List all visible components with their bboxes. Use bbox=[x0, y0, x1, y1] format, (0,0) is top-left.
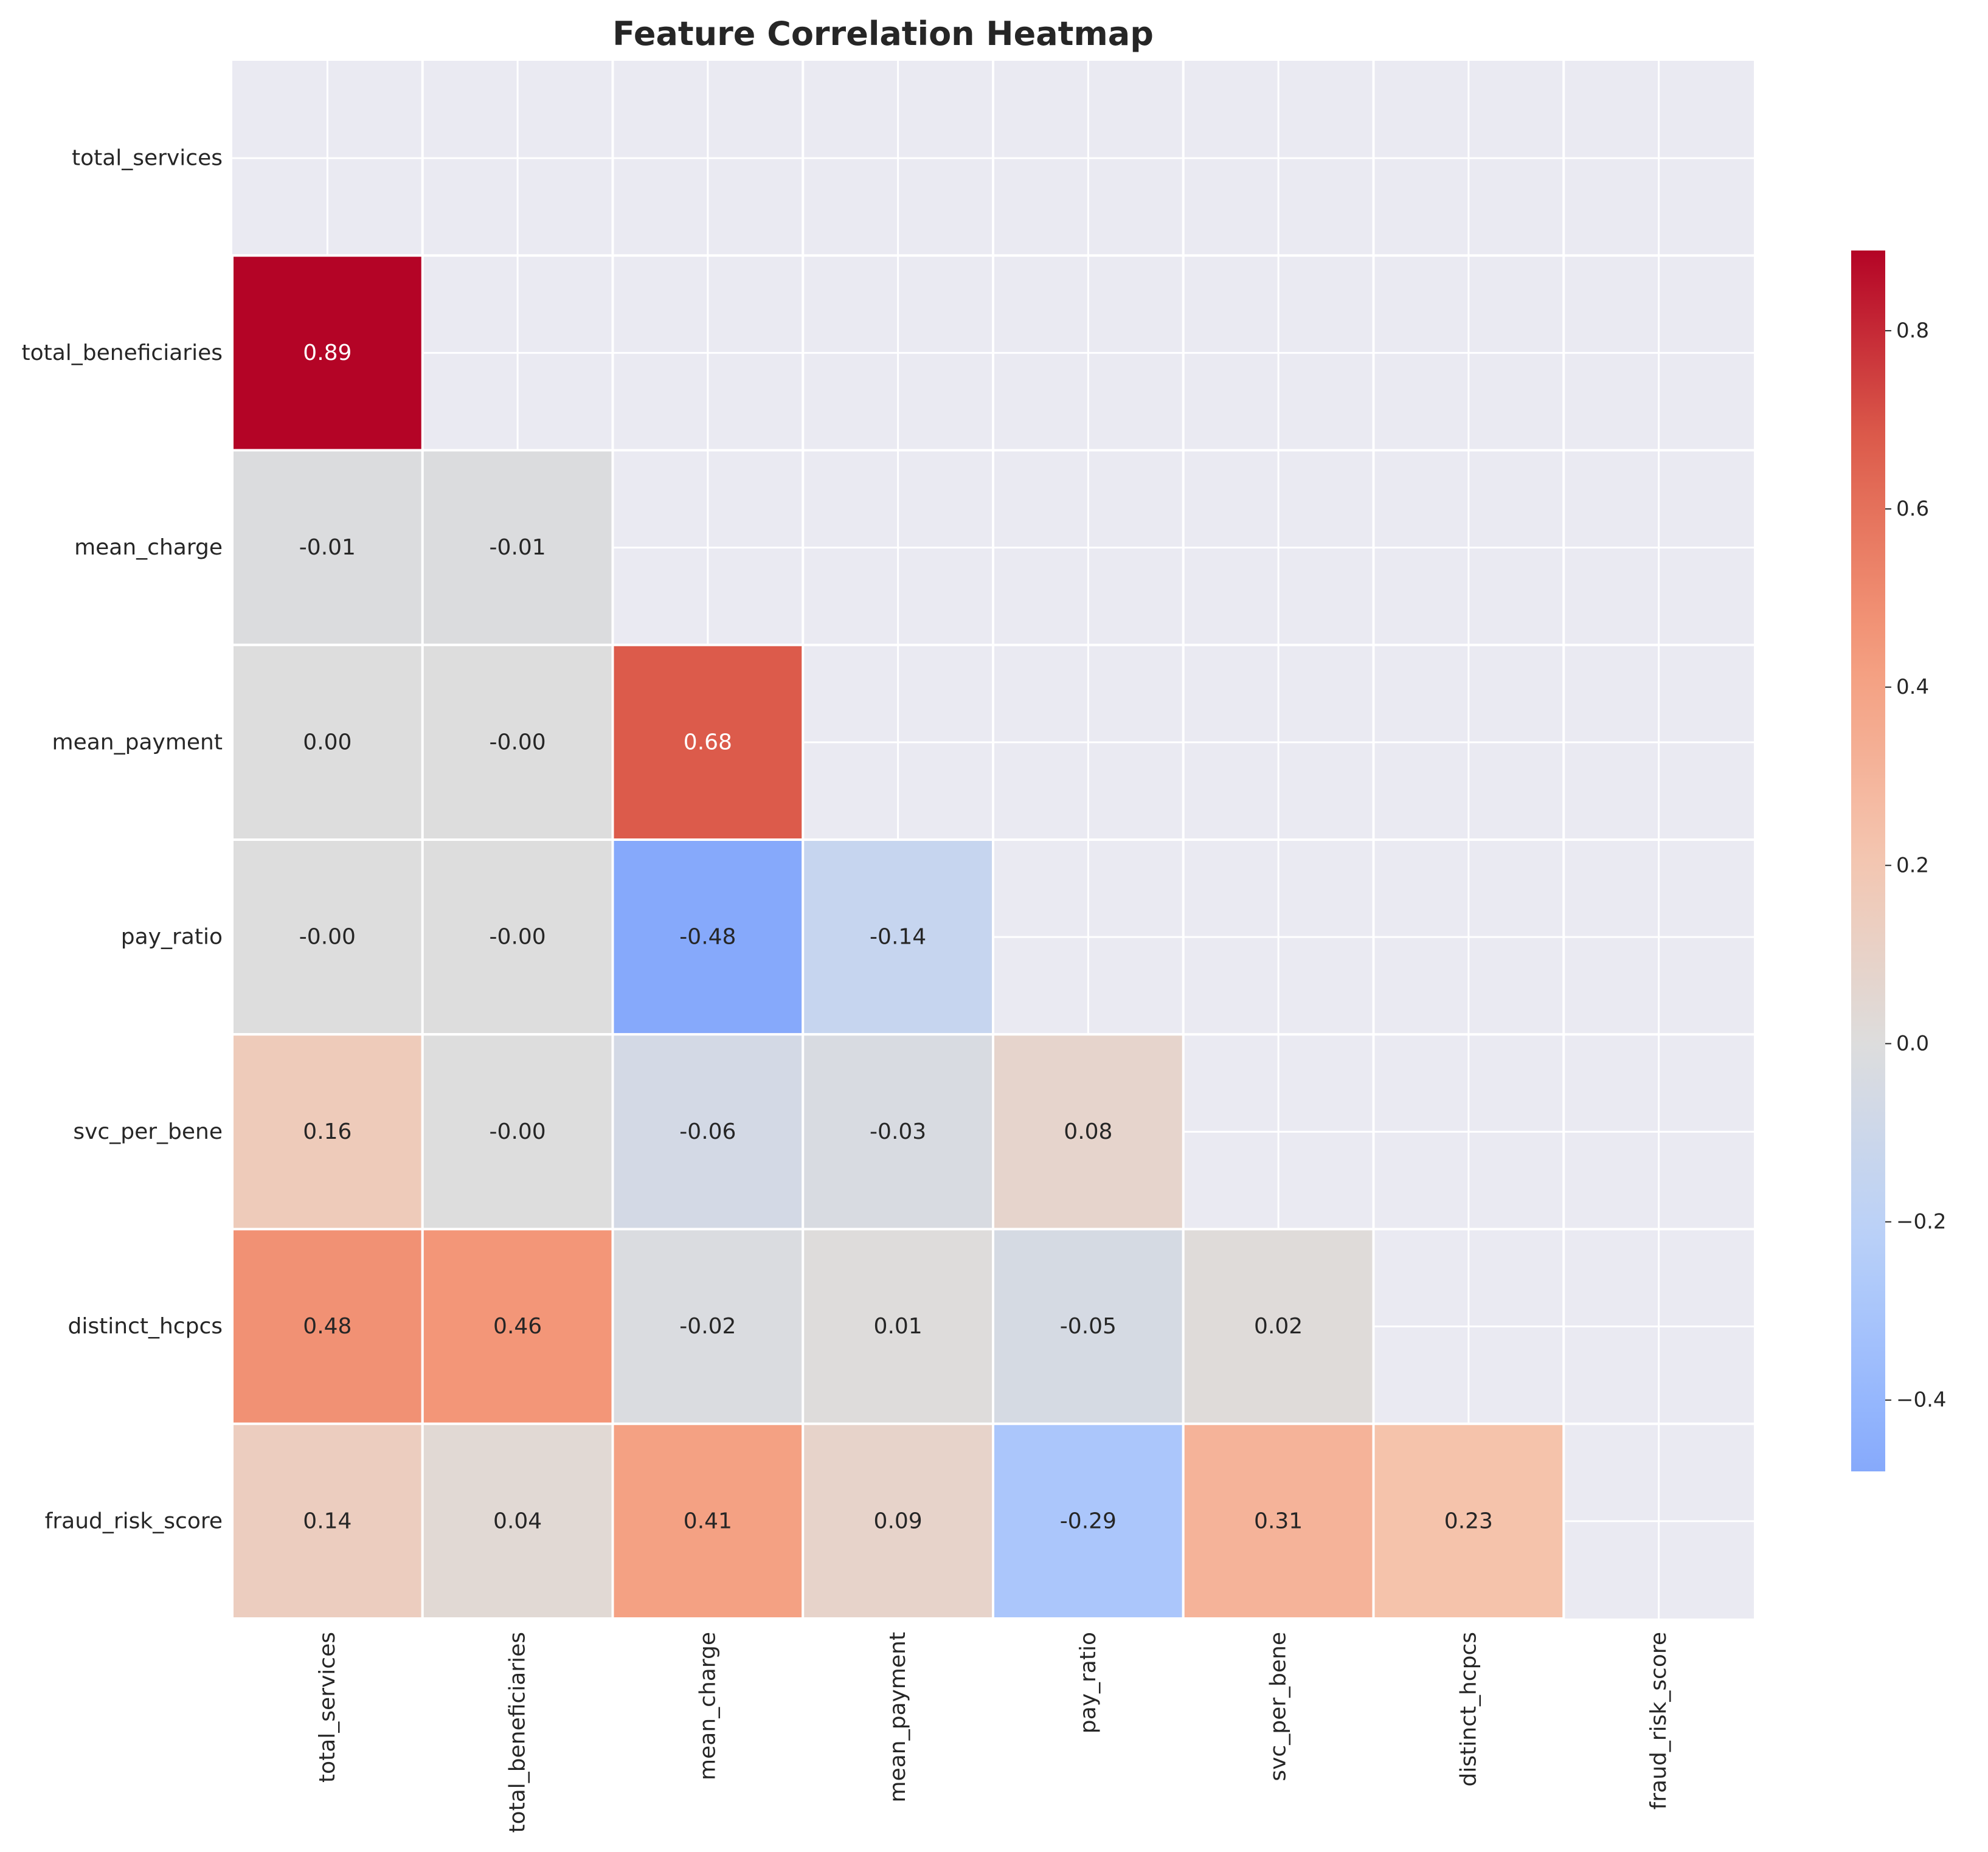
y-tick-label: distinct_hcpcs bbox=[68, 1314, 223, 1339]
heatmap-cell bbox=[421, 1422, 614, 1620]
heatmap-cell bbox=[231, 1033, 424, 1231]
heatmap-cell bbox=[1182, 1422, 1375, 1620]
heatmap-cell bbox=[231, 838, 424, 1036]
cell-value-label: 0.01 bbox=[874, 1314, 923, 1339]
heatmap-cell bbox=[421, 838, 614, 1036]
cell-value-label: -0.29 bbox=[1060, 1508, 1117, 1533]
cell-value-label: -0.48 bbox=[679, 925, 736, 950]
cell-value-label: -0.14 bbox=[870, 925, 926, 950]
heatmap-cell bbox=[231, 1422, 424, 1620]
heatmap-cell bbox=[802, 838, 994, 1036]
cell-value-label: -0.01 bbox=[299, 535, 356, 560]
heatmap-cell bbox=[1372, 1422, 1565, 1620]
y-tick-label: total_services bbox=[72, 146, 223, 171]
x-tick-label: total_beneficiaries bbox=[505, 1632, 530, 1833]
colorbar-tick-labels: −0.4 −0.2 0.0 0.2 0.4 0.6 0.8 bbox=[1885, 319, 1947, 1412]
cell-value-label: 0.04 bbox=[493, 1508, 542, 1533]
cell-value-label: -0.06 bbox=[679, 1119, 736, 1144]
cell-value-label: -0.01 bbox=[490, 535, 546, 560]
heatmap-cell bbox=[992, 1033, 1185, 1231]
cell-value-label: -0.00 bbox=[490, 730, 546, 755]
cell-value-label: 0.08 bbox=[1064, 1119, 1112, 1144]
heatmap-cell bbox=[992, 1422, 1185, 1620]
colorbar-tick-label: 0.2 bbox=[1896, 853, 1929, 877]
x-tick-label: pay_ratio bbox=[1076, 1632, 1101, 1733]
cell-value-label: 0.16 bbox=[303, 1119, 352, 1144]
colorbar bbox=[1851, 251, 1885, 1471]
cell-value-label: -0.03 bbox=[870, 1119, 926, 1144]
x-tick-label: fraud_risk_score bbox=[1646, 1632, 1671, 1809]
heatmap-cell bbox=[611, 1033, 805, 1231]
cell-value-label: -0.02 bbox=[679, 1314, 736, 1339]
heatmap-cells bbox=[231, 254, 1565, 1620]
y-tick-label: pay_ratio bbox=[121, 925, 223, 950]
x-tick-label: mean_charge bbox=[695, 1632, 720, 1780]
heatmap-cell bbox=[611, 838, 805, 1036]
cell-value-labels: 0.89 -0.01 -0.01 0.00 -0.00 0.68 -0.00 -0.00 -0.… bbox=[299, 340, 1493, 1534]
cell-value-label: 0.14 bbox=[303, 1508, 352, 1533]
y-tick-label: mean_payment bbox=[52, 730, 223, 755]
heatmap-cell bbox=[421, 643, 614, 841]
x-tick-label: svc_per_bene bbox=[1266, 1632, 1291, 1781]
cell-value-label: 0.09 bbox=[874, 1508, 923, 1533]
cell-value-label: -0.00 bbox=[299, 925, 356, 950]
y-tick-label: fraud_risk_score bbox=[45, 1508, 223, 1533]
colorbar-tick-label: 0.6 bbox=[1896, 497, 1929, 521]
cell-value-label: 0.00 bbox=[303, 730, 352, 755]
cell-value-label: 0.48 bbox=[303, 1314, 352, 1339]
y-tick-label: mean_charge bbox=[74, 535, 223, 560]
heatmap-cell bbox=[231, 1228, 424, 1425]
cell-value-label: 0.31 bbox=[1254, 1508, 1303, 1533]
x-axis-tick-labels: total_services total_beneficiaries mean_ch… bbox=[315, 1632, 1671, 1833]
heatmap-cell bbox=[611, 1422, 805, 1620]
y-tick-label: svc_per_bene bbox=[73, 1119, 223, 1144]
cell-value-label: 0.41 bbox=[684, 1508, 732, 1533]
heatmap-cell bbox=[421, 1228, 614, 1425]
x-tick-label: total_services bbox=[315, 1632, 340, 1783]
colorbar-tick-label: −0.4 bbox=[1896, 1388, 1947, 1412]
y-tick-label: total_beneficiaries bbox=[21, 340, 223, 365]
cell-value-label: 0.02 bbox=[1254, 1314, 1303, 1339]
cell-value-label: 0.89 bbox=[303, 340, 352, 365]
x-tick-label: mean_payment bbox=[885, 1632, 910, 1802]
colorbar-tick-label: 0.8 bbox=[1896, 319, 1929, 343]
cell-value-label: 0.46 bbox=[493, 1314, 542, 1339]
cell-value-label: -0.00 bbox=[490, 1119, 546, 1144]
cell-value-label: -0.05 bbox=[1060, 1314, 1117, 1339]
cell-value-label: -0.00 bbox=[490, 925, 546, 950]
heatmap-cell bbox=[1182, 1228, 1375, 1425]
colorbar-tick-label: 0.4 bbox=[1896, 675, 1929, 699]
heatmap-cell bbox=[802, 1422, 994, 1620]
cell-value-label: 0.23 bbox=[1444, 1508, 1493, 1533]
cell-value-label: 0.68 bbox=[684, 730, 732, 755]
x-tick-label: distinct_hcpcs bbox=[1456, 1632, 1481, 1786]
heatmap-cell bbox=[611, 1228, 805, 1425]
heatmap-cell bbox=[802, 1033, 994, 1231]
heatmap-cell bbox=[231, 254, 424, 452]
chart-title: Feature Correlation Heatmap bbox=[612, 15, 1154, 53]
y-axis-tick-labels: total_services total_beneficiaries mean_ch… bbox=[21, 146, 223, 1534]
colorbar-tick-label: 0.0 bbox=[1896, 1031, 1929, 1056]
colorbar-tick-label: −0.2 bbox=[1896, 1210, 1947, 1234]
heatmap-cell bbox=[611, 643, 805, 841]
